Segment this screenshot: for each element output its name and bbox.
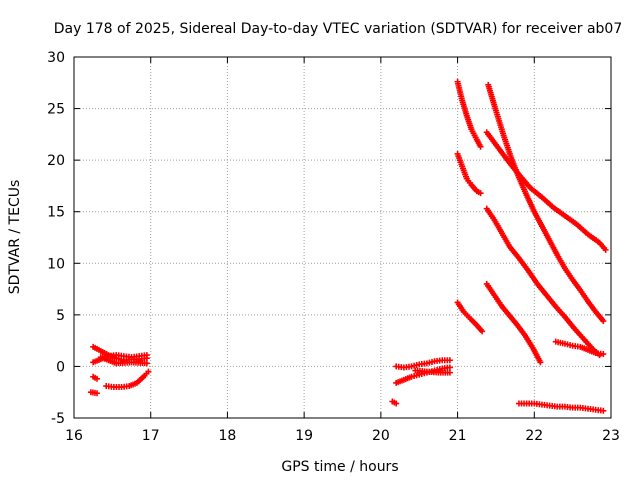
axis-ticks: 16 17 18 19 20 21 22 23 -5 0 5 10 15 20 25 30 [47,50,620,444]
data-point [477,190,484,197]
data-point [446,357,453,364]
chart-title: Day 178 of 2025, Sidereal Day-to-day VTE… [54,21,623,37]
series-seg9 [412,367,453,376]
data-point [600,407,607,414]
series-seg5 [87,389,101,397]
data-point [446,364,453,371]
y-tick-label: -5 [51,411,65,427]
y-tick-label: 15 [47,205,65,221]
data-point [143,355,150,362]
series-seg18 [552,338,607,358]
data-point [143,360,150,367]
series-seg3 [103,368,152,391]
x-tick-label: 16 [65,428,83,444]
y-axis-label: SDTVAR / TECUs [7,180,23,295]
data-point [600,351,607,358]
data-point [600,318,607,325]
series-seg2 [90,343,150,364]
y-tick-label: 5 [56,308,65,324]
data-point [94,375,101,382]
y-tick-label: 20 [47,153,65,169]
series-seg19 [515,400,607,414]
series-seg16 [483,205,603,359]
series-seg15 [483,129,609,253]
x-axis-label: GPS time / hours [281,459,398,475]
y-tick-label: 25 [47,102,65,118]
x-tick-label: 17 [142,428,160,444]
data-point [477,143,484,150]
x-tick-label: 19 [295,428,313,444]
y-tick-label: 0 [56,359,65,375]
x-tick-label: 23 [602,428,620,444]
series-seg11 [454,78,484,150]
series-seg6 [97,354,150,367]
grid-lines [74,57,611,418]
series-seg10 [389,398,400,407]
series-seg14 [485,81,607,325]
x-tick-label: 20 [372,428,390,444]
data-point [479,328,486,335]
series-seg7 [393,357,453,371]
data-point [145,368,152,375]
series-seg4 [90,373,101,382]
data-points [87,78,609,414]
data-point [393,400,400,407]
series-seg17 [483,280,544,366]
y-tick-label: 30 [47,50,65,66]
x-tick-label: 22 [525,428,543,444]
series-seg12 [454,150,484,197]
plot-frame [73,56,612,419]
y-tick-label: 10 [47,256,65,272]
data-point [602,246,609,253]
data-point [94,390,101,397]
x-tick-label: 18 [219,428,237,444]
x-tick-label: 21 [449,428,467,444]
data-point [446,369,453,376]
series-seg13 [454,299,486,335]
data-point [537,359,544,366]
